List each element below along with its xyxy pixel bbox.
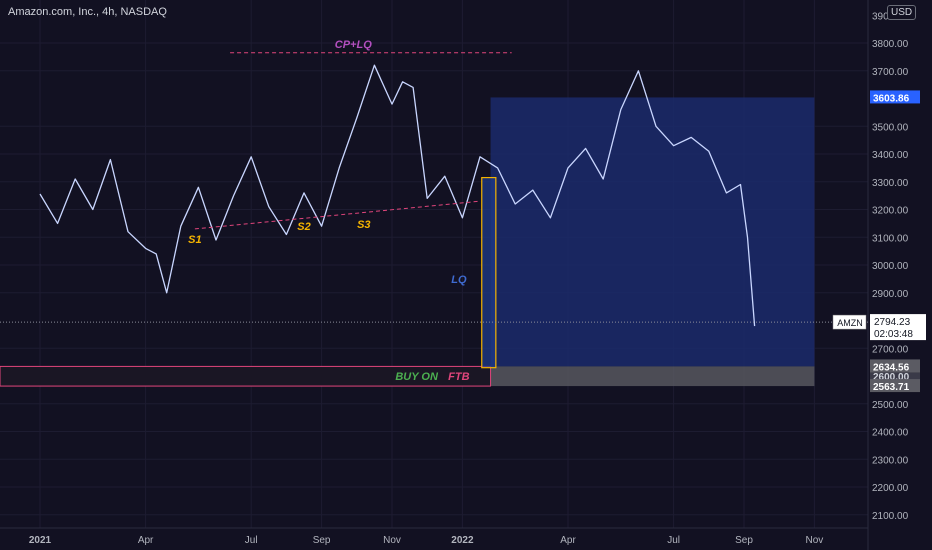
countdown-label: 02:03:48: [874, 329, 913, 340]
target-price-label: 3603.86: [873, 93, 910, 104]
ticker-tag-bg: [832, 314, 867, 330]
y-tick-label: 2900.00: [872, 289, 909, 300]
ftb-bottom-price-label: 2563.71: [873, 382, 910, 393]
x-tick-label: 2021: [29, 535, 52, 546]
neckline: [194, 200, 481, 230]
target-zone: [490, 97, 815, 367]
y-tick-label: 3800.00: [872, 39, 909, 50]
x-tick-label: 2022: [451, 535, 474, 546]
x-tick-label: Apr: [138, 535, 154, 546]
x-tick-label: Nov: [806, 535, 824, 546]
ftb-bottom-price-label-bg: [870, 379, 920, 393]
y-tick-label: 2200.00: [872, 483, 909, 494]
x-tick-label: Apr: [560, 535, 576, 546]
annotation-lq: LQ: [451, 274, 467, 286]
y-tick-label: 3400.00: [872, 150, 909, 161]
y-tick-label: 3200.00: [872, 206, 909, 217]
y-tick-label: 2500.00: [872, 400, 909, 411]
y-tick-label: 3000.00: [872, 261, 909, 272]
chart-title: Amazon.com, Inc., 4h, NASDAQ: [8, 6, 167, 18]
y-tick-label: 3100.00: [872, 233, 909, 244]
target-price-label-bg: [870, 90, 920, 104]
stop-zone: [490, 366, 815, 387]
last-price-label: 2794.23: [874, 317, 911, 328]
y-tick-label: 3300.00: [872, 178, 909, 189]
annotation-cp-lq: CP+LQ: [335, 39, 372, 51]
ftb-top-price-label-bg: [870, 359, 920, 373]
x-tick-label: Nov: [383, 535, 401, 546]
last-price-badge-bg: [870, 314, 926, 341]
y-tick-label: 2100.00: [872, 511, 909, 522]
ftb-zone: [0, 365, 492, 387]
annotation-s3: S3: [357, 219, 370, 231]
y-tick-label: 2300.00: [872, 455, 909, 466]
x-tick-label: Jul: [245, 535, 258, 546]
x-tick-label: Sep: [735, 535, 753, 546]
annotation-buy-on: BUY ON: [395, 371, 439, 383]
y-tick-label: 2400.00: [872, 428, 909, 439]
ticker-tag: AMZN: [837, 318, 863, 328]
y-tick-label: 2700.00: [872, 344, 909, 355]
x-tick-label: Jul: [667, 535, 680, 546]
price-series: [39, 64, 756, 327]
y-tick-label: 3700.00: [872, 67, 909, 78]
y-tick-label: 3500.00: [872, 122, 909, 133]
ftb-mid-price-label: 2600.00: [873, 372, 910, 383]
annotation-s2: S2: [297, 221, 310, 233]
ftb-top-price-label: 2634.56: [873, 362, 910, 373]
annotation-ftb: FTB: [448, 371, 469, 383]
x-tick-label: Sep: [313, 535, 331, 546]
annotation-s1: S1: [188, 234, 201, 246]
lq-box: [481, 176, 497, 369]
currency-selector[interactable]: USD: [887, 5, 917, 20]
